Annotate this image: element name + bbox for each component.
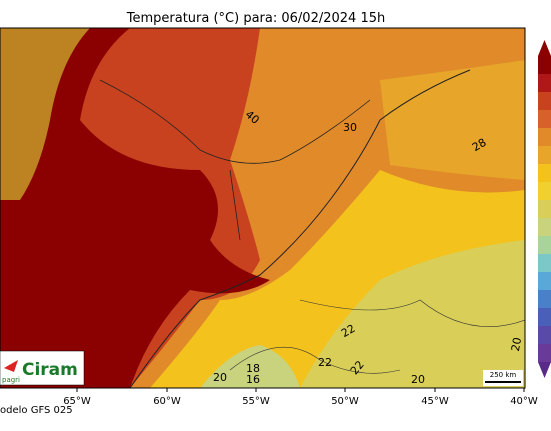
logo-sub: pagri <box>2 376 20 384</box>
contour-label: 18 <box>246 362 260 375</box>
logo-name: Ciram <box>22 360 78 380</box>
colorbar <box>538 40 551 378</box>
x-tick-label: 55°W <box>242 396 270 407</box>
contour-label: 16 <box>246 373 260 386</box>
map-title: Temperatura (°C) para: 06/02/2024 15h <box>126 11 385 26</box>
scale-bar: 250 km <box>483 370 523 386</box>
contour-line <box>229 346 401 374</box>
colorbar-step <box>538 182 551 201</box>
colorbar-step <box>538 92 551 111</box>
logo-icon <box>4 360 18 372</box>
colorbar-step <box>538 308 551 327</box>
coastline <box>129 69 471 388</box>
colorbar-step <box>538 218 551 237</box>
contour-label: 20 <box>509 336 524 352</box>
colorbar-step <box>538 74 551 93</box>
colorbar-step <box>538 344 551 363</box>
colorbar-step <box>538 164 551 183</box>
colorbar-arrow <box>538 40 551 56</box>
contour-label: 22 <box>318 356 332 369</box>
field-extreme <box>0 28 270 388</box>
colorbar-step <box>538 290 551 309</box>
x-tick-label: 65°W <box>63 396 91 407</box>
map-frame <box>0 27 526 389</box>
x-tick-label: 60°W <box>153 396 181 407</box>
border-lines <box>99 79 371 241</box>
colorbar-step <box>538 110 551 129</box>
colorbar-step <box>538 146 551 165</box>
colorbar-step <box>538 272 551 291</box>
colorbar-step <box>538 236 551 255</box>
field-ocean-warm <box>380 60 525 180</box>
contour-label: 28 <box>470 136 489 154</box>
x-tick-label: 50°W <box>331 396 359 407</box>
contour-label: 20 <box>411 373 425 386</box>
x-tick-label: 45°W <box>421 396 449 407</box>
scale-label: 250 km <box>490 371 517 379</box>
footer: odelo GFS 025 <box>0 405 73 416</box>
contour-line <box>299 299 525 327</box>
logo: Ciram pagri <box>0 350 85 386</box>
contour-label: 30 <box>343 121 357 134</box>
map-field <box>0 28 525 388</box>
colorbar-arrow <box>538 362 551 378</box>
field-cool <box>200 345 300 388</box>
colorbar-step <box>538 326 551 345</box>
field-andes <box>0 28 90 200</box>
contour-label: 20 <box>213 371 227 384</box>
colorbar-step <box>538 128 551 147</box>
colorbar-step <box>538 254 551 273</box>
x-tick-label: 40°W <box>510 396 538 407</box>
colorbar-step <box>538 56 551 75</box>
contour-label: 22 <box>339 322 358 340</box>
field-mild <box>300 240 525 388</box>
colorbar-step <box>538 200 551 219</box>
